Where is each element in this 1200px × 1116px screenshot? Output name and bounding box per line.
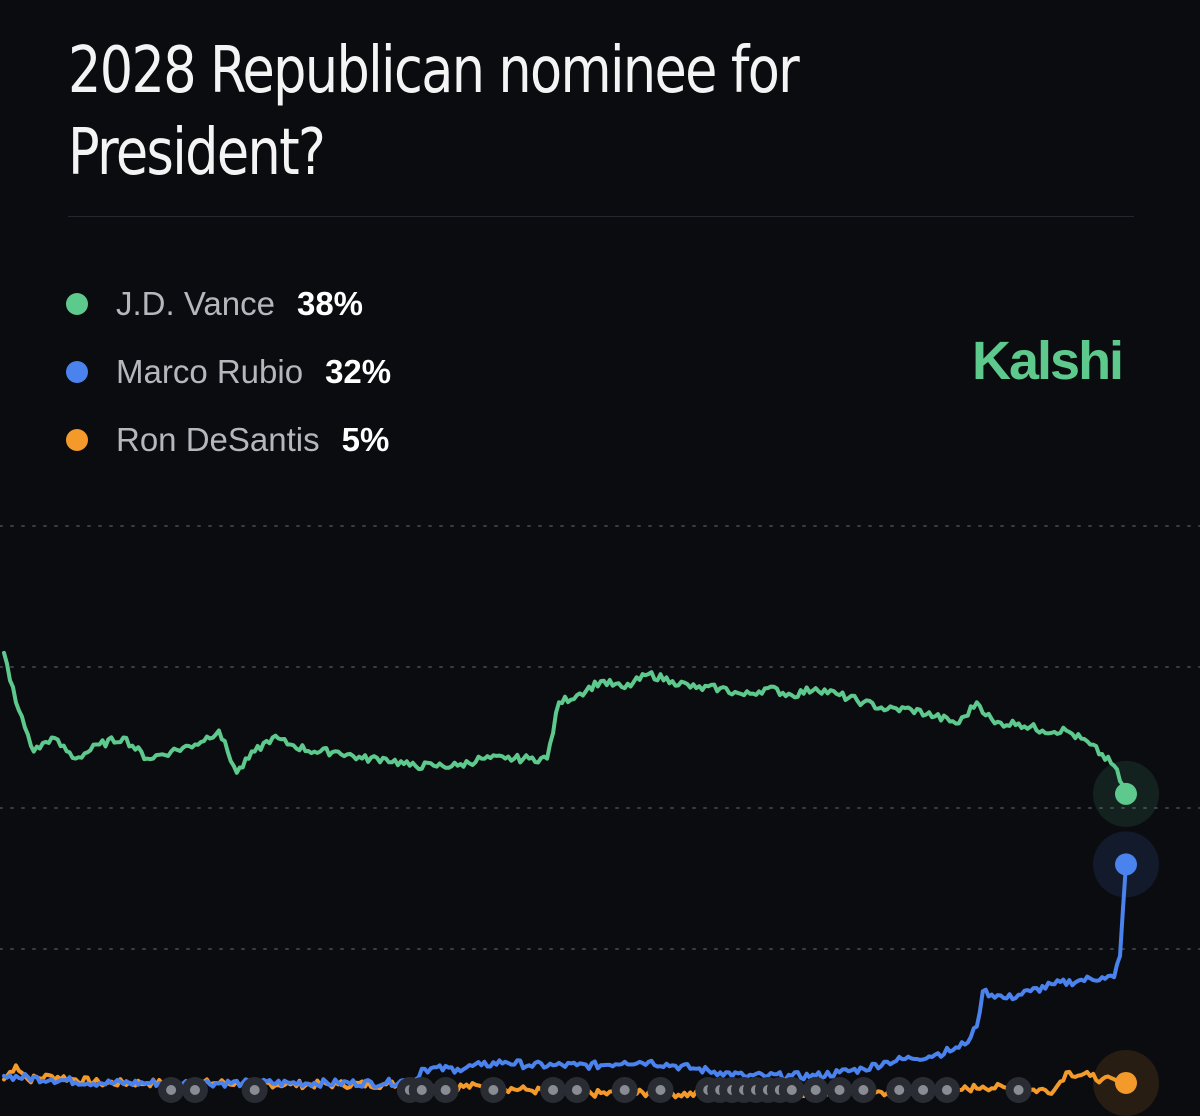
series-line-marco-rubio [2,862,1128,1089]
chart-title: 2028 Republican nominee for President? [68,34,800,190]
kalshi-logo[interactable]: Kalshi [972,331,1124,391]
title-divider [68,216,1134,217]
event-marker-dot [548,1085,559,1095]
event-marker-dot [655,1085,666,1095]
endpoint-dot-j-d-vance [1115,782,1137,805]
event-marker-dot [810,1085,821,1095]
legend-value: 32% [325,353,392,390]
legend-dot-vance-icon [66,293,88,315]
legend-value: 38% [296,285,364,322]
event-marker-dot [189,1085,200,1095]
event-marker-dot [834,1085,845,1095]
legend-item-desantis[interactable]: Ron DeSantis 5% [66,406,391,474]
event-marker-dot [440,1085,451,1095]
event-marker-dot [786,1085,797,1095]
legend-value: 5% [341,421,390,458]
legend-name: Marco Rubio [116,353,304,390]
event-marker-dot [858,1085,869,1095]
legend-item-rubio[interactable]: Marco Rubio 32% [66,338,391,406]
event-marker-dot [416,1085,427,1095]
event-marker-dot [941,1085,952,1095]
endpoint-dot-marco-rubio [1115,853,1137,876]
legend-name: J.D. Vance [116,285,275,322]
event-marker-dot [488,1085,499,1095]
legend: J.D. Vance 38% Marco Rubio 32% Ron DeSan… [66,270,391,474]
event-marker-dot [571,1085,582,1095]
event-marker-dot [1013,1085,1024,1095]
event-marker-dot [166,1085,177,1095]
legend-dot-rubio-icon [66,361,88,383]
series-line-j-d-vance [2,650,1128,796]
legend-dot-desantis-icon [66,429,88,451]
endpoint-dot-ron-desantis [1115,1071,1137,1094]
event-marker-dot [894,1085,905,1095]
legend-item-vance[interactable]: J.D. Vance 38% [66,270,391,338]
event-marker-dot [918,1085,929,1095]
legend-name: Ron DeSantis [116,421,320,458]
event-marker-dot [249,1085,260,1095]
event-marker-dot [619,1085,630,1095]
